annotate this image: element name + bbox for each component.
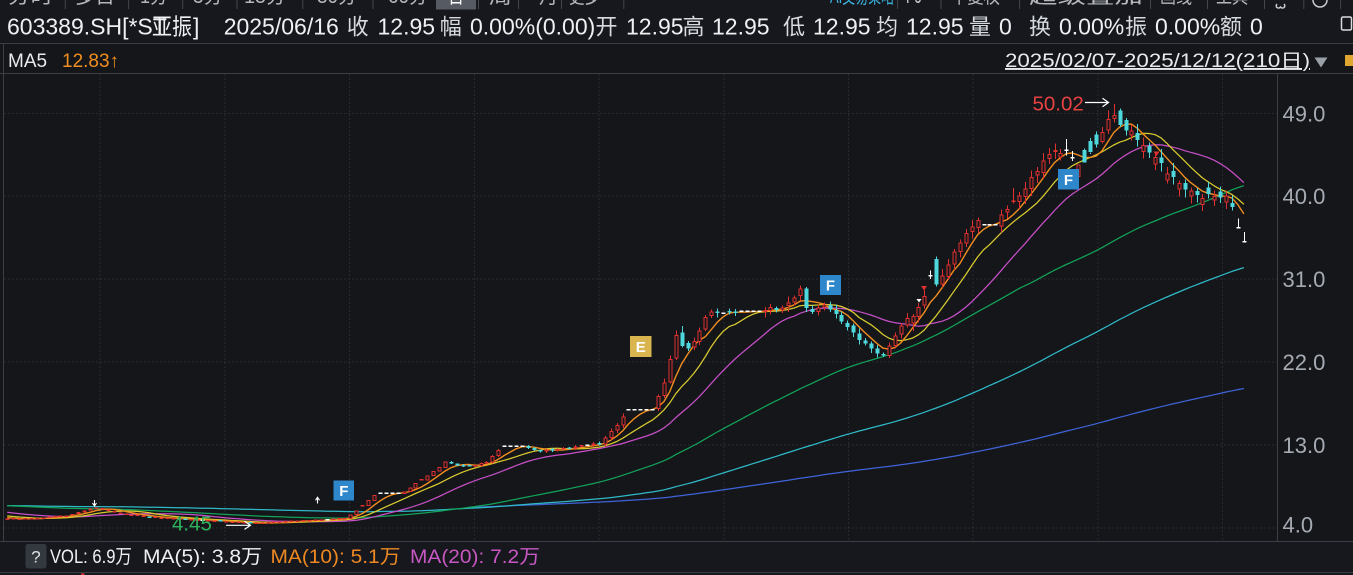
svg-text:2025/02/07-2025/12/12(210日): 2025/02/07-2025/12/12(210日) — [1005, 51, 1310, 72]
svg-text:603389.SH[*ST: 603389.SH[*ST — [7, 14, 167, 40]
svg-text:5分: 5分 — [193, 0, 223, 8]
svg-text:额: 额 — [1220, 15, 1242, 40]
svg-text:MA5: MA5 — [8, 51, 47, 72]
svg-text:换: 换 — [1029, 15, 1051, 40]
svg-text:12.95: 12.95 — [378, 14, 436, 40]
svg-text:MA(10): 5.1万: MA(10): 5.1万 — [271, 546, 401, 568]
svg-text:量: 量 — [969, 15, 991, 40]
svg-text:MA(5): 3.8万: MA(5): 3.8万 — [143, 546, 262, 568]
svg-text:]: ] — [193, 14, 199, 40]
svg-text:?: ? — [31, 548, 40, 567]
svg-text:MA(20): 7.2万: MA(20): 7.2万 — [410, 546, 540, 568]
svg-text:AI交易策略: AI交易策略 — [830, 0, 894, 8]
svg-text:E: E — [636, 339, 646, 356]
svg-text:振: 振 — [1125, 15, 1147, 40]
svg-text:0.00%: 0.00% — [1059, 14, 1124, 40]
svg-text:F: F — [1064, 172, 1073, 189]
svg-text:15分: 15分 — [244, 0, 286, 8]
svg-text:月: 月 — [539, 0, 558, 8]
svg-text:F: F — [339, 483, 348, 500]
svg-text:12.95: 12.95 — [813, 14, 871, 40]
svg-text:12.83↑: 12.83↑ — [62, 51, 119, 72]
svg-text:0.00%: 0.00% — [1155, 14, 1220, 40]
svg-text:13.0: 13.0 — [1283, 433, 1326, 458]
svg-text:画线: 画线 — [1160, 0, 1192, 8]
svg-text:开: 开 — [596, 15, 618, 40]
svg-text:F9: F9 — [906, 0, 922, 8]
svg-text:22.0: 22.0 — [1283, 350, 1326, 375]
svg-text:多日: 多日 — [75, 0, 115, 8]
svg-text:40.0: 40.0 — [1283, 184, 1326, 209]
svg-text:12.95: 12.95 — [626, 14, 684, 40]
svg-text:超级叠加: 超级叠加 — [1029, 0, 1143, 8]
svg-text:50.02: 50.02 — [1033, 93, 1084, 116]
svg-text:31.0: 31.0 — [1283, 267, 1326, 292]
svg-text:1分: 1分 — [140, 0, 168, 8]
svg-text:工具: 工具 — [1216, 0, 1248, 8]
svg-text:亚振: 亚振 — [152, 14, 192, 40]
svg-text:分时: 分时 — [8, 0, 53, 8]
svg-text:均: 均 — [876, 15, 898, 40]
svg-text:日: 日 — [448, 0, 464, 8]
svg-text:更多: 更多 — [569, 0, 600, 8]
svg-text:高: 高 — [683, 15, 705, 40]
svg-text:12.95: 12.95 — [906, 14, 964, 40]
svg-text:0.00%(0.00): 0.00%(0.00) — [470, 14, 595, 40]
svg-text:12.95: 12.95 — [712, 14, 770, 40]
svg-text:不复权: 不复权 — [951, 0, 1000, 8]
svg-text:幅: 幅 — [440, 15, 462, 40]
svg-text:低: 低 — [783, 15, 805, 40]
svg-text:0: 0 — [1250, 14, 1263, 40]
svg-text:30分: 30分 — [317, 0, 357, 8]
svg-text:F: F — [826, 278, 835, 295]
svg-text:收: 收 — [347, 15, 369, 40]
svg-text:0: 0 — [999, 14, 1012, 40]
svg-text:周: 周 — [489, 0, 512, 8]
svg-text:49.0: 49.0 — [1283, 101, 1326, 126]
svg-text:VOL: 6.9万: VOL: 6.9万 — [50, 546, 132, 568]
svg-text:2025/06/16: 2025/06/16 — [224, 14, 339, 40]
svg-text:60分: 60分 — [388, 0, 428, 8]
svg-text:4.45: 4.45 — [172, 513, 212, 536]
svg-text:4.0: 4.0 — [1283, 513, 1314, 538]
